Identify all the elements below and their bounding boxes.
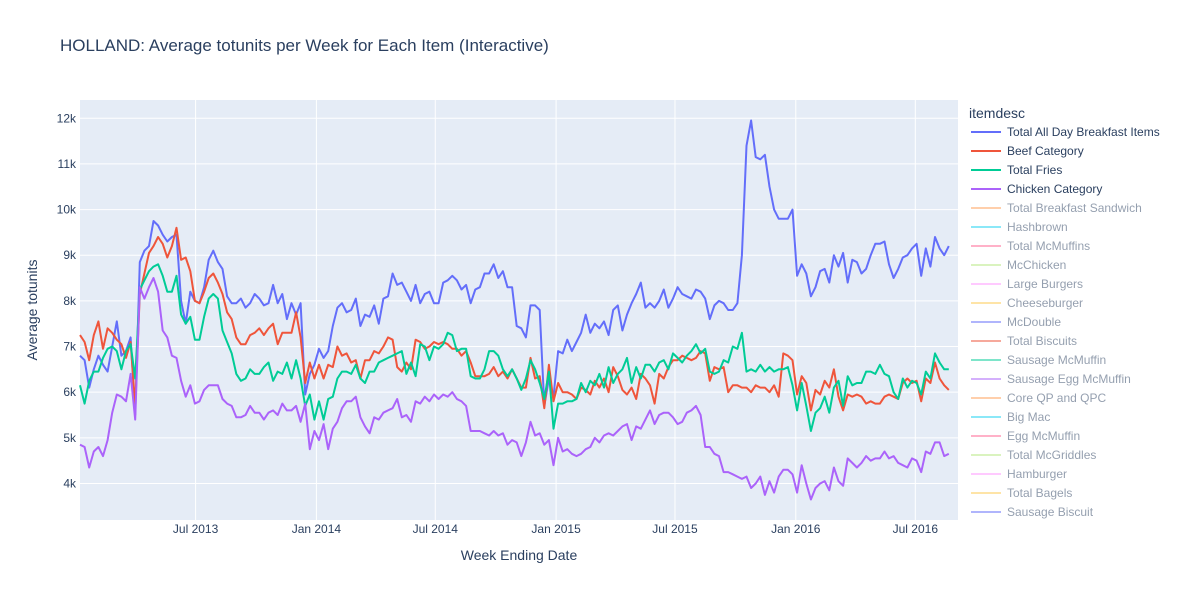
- legend-label: Total Breakfast Sandwich: [1007, 201, 1142, 215]
- legend-label: Total Fries: [1007, 163, 1062, 177]
- legend-item-cheeseburger[interactable]: Cheeseburger: [971, 296, 1083, 310]
- legend-item-sausage-biscuit[interactable]: Sausage Biscuit: [971, 505, 1094, 519]
- x-tick-label: Jan 2016: [771, 522, 821, 536]
- legend-item-chicken-category[interactable]: Chicken Category: [971, 182, 1102, 196]
- y-tick-label: 10k: [57, 203, 77, 217]
- legend-label: Hashbrown: [1007, 220, 1068, 234]
- plot-area[interactable]: [80, 100, 958, 520]
- y-tick-label: 9k: [63, 248, 77, 262]
- legend-item-beef-category[interactable]: Beef Category: [971, 144, 1084, 158]
- x-tick-label: Jul 2016: [893, 522, 939, 536]
- legend-label: Sausage Egg McMuffin: [1007, 372, 1131, 386]
- x-axis-title: Week Ending Date: [461, 547, 578, 563]
- series-line-chicken-category[interactable]: [79, 277, 950, 501]
- legend-label: Core QP and QPC: [1007, 391, 1106, 405]
- legend-label: McChicken: [1007, 258, 1066, 272]
- legend-label: Total Bagels: [1007, 486, 1072, 500]
- x-tick-label: Jul 2014: [413, 522, 459, 536]
- y-tick-label: 7k: [63, 340, 77, 354]
- legend-item-sausage-mcmuffin[interactable]: Sausage McMuffin: [971, 353, 1106, 367]
- legend-label: Sausage Biscuit: [1007, 505, 1094, 519]
- y-gridlines: [80, 117, 958, 484]
- legend-label: Total Biscuits: [1007, 334, 1077, 348]
- y-axis-ticks: 4k 5k 6k 7k 8k 9k 10k 11k 12k: [57, 111, 77, 490]
- y-tick-label: 12k: [57, 111, 77, 125]
- legend-label: Large Burgers: [1007, 277, 1083, 291]
- y-axis-title: Average totunits: [24, 260, 40, 361]
- x-tick-label: Jul 2015: [652, 522, 698, 536]
- legend-item-total-mcgriddles[interactable]: Total McGriddles: [971, 448, 1096, 462]
- legend-label: Chicken Category: [1007, 182, 1102, 196]
- legend-item-mcchicken[interactable]: McChicken: [971, 258, 1066, 272]
- legend-item-sausage-egg-mcmuffin[interactable]: Sausage Egg McMuffin: [971, 372, 1131, 386]
- y-tick-label: 4k: [63, 476, 77, 490]
- legend-label: Sausage McMuffin: [1007, 353, 1106, 367]
- legend-item-mcdouble[interactable]: McDouble: [971, 315, 1061, 329]
- legend-label: Big Mac: [1007, 410, 1050, 424]
- x-tick-label: Jul 2013: [173, 522, 219, 536]
- legend-label: Total McGriddles: [1007, 448, 1096, 462]
- y-tick-label: 11k: [58, 157, 77, 171]
- series-layer: [79, 119, 950, 501]
- legend-title: itemdesc: [969, 105, 1025, 121]
- y-tick-label: 5k: [63, 431, 77, 445]
- x-axis-ticks: Jul 2013 Jan 2014 Jul 2014 Jan 2015 Jul 2015…: [173, 522, 938, 536]
- y-tick-label: 6k: [63, 385, 77, 399]
- legend-item-core-qp-and-qpc[interactable]: Core QP and QPC: [971, 391, 1106, 405]
- legend-label: McDouble: [1007, 315, 1061, 329]
- legend-item-egg-mcmuffin[interactable]: Egg McMuffin: [971, 429, 1080, 443]
- legend-item-total-all-day-breakfast-items[interactable]: Total All Day Breakfast Items: [971, 125, 1160, 139]
- legend-label: Cheeseburger: [1007, 296, 1083, 310]
- legend-item-total-bagels[interactable]: Total Bagels: [971, 486, 1072, 500]
- x-tick-label: Jan 2015: [531, 522, 581, 536]
- legend-item-total-mcmuffins[interactable]: Total McMuffins: [971, 239, 1090, 253]
- x-tick-label: Jan 2014: [292, 522, 342, 536]
- legend-label: Beef Category: [1007, 144, 1084, 158]
- chart-title: HOLLAND: Average totunits per Week for E…: [60, 36, 549, 55]
- legend-label: Egg McMuffin: [1007, 429, 1080, 443]
- legend: Total All Day Breakfast Items Beef Catego…: [971, 125, 1160, 519]
- legend-item-hamburger[interactable]: Hamburger: [971, 467, 1067, 481]
- legend-item-total-fries[interactable]: Total Fries: [971, 163, 1062, 177]
- legend-item-big-mac[interactable]: Big Mac: [971, 410, 1050, 424]
- series-line-total-fries[interactable]: [79, 263, 949, 432]
- legend-item-large-burgers[interactable]: Large Burgers: [971, 277, 1083, 291]
- legend-item-total-biscuits[interactable]: Total Biscuits: [971, 334, 1077, 348]
- legend-item-hashbrown[interactable]: Hashbrown: [971, 220, 1068, 234]
- legend-label: Total McMuffins: [1007, 239, 1090, 253]
- x-gridlines: [195, 100, 916, 520]
- legend-label: Total All Day Breakfast Items: [1007, 125, 1160, 139]
- legend-label: Hamburger: [1007, 467, 1067, 481]
- legend-item-total-breakfast-sandwich[interactable]: Total Breakfast Sandwich: [971, 201, 1142, 215]
- series-line-total-all-day-breakfast-items[interactable]: [79, 119, 950, 416]
- y-tick-label: 8k: [63, 294, 77, 308]
